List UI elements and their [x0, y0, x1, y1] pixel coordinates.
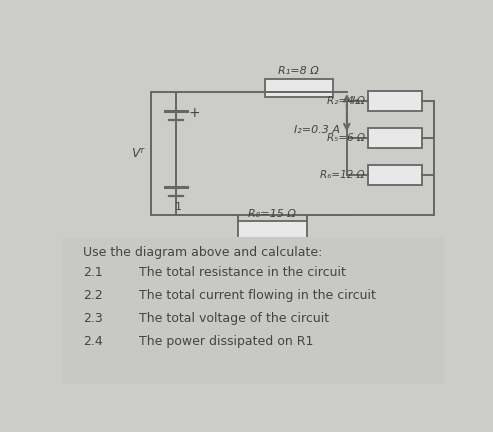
Text: 2.3: 2.3 — [83, 312, 103, 325]
Bar — [368, 128, 422, 148]
Bar — [62, 237, 444, 384]
Text: I₁: I₁ — [352, 96, 359, 106]
Text: The total resistance in the circuit: The total resistance in the circuit — [139, 266, 346, 279]
Text: The total current flowing in the circuit: The total current flowing in the circuit — [139, 289, 376, 302]
Text: 2.2: 2.2 — [83, 289, 103, 302]
Bar — [265, 79, 333, 97]
Text: R₂=4 Ω: R₂=4 Ω — [327, 96, 365, 106]
Text: 1: 1 — [175, 202, 181, 212]
Text: R₁=8 Ω: R₁=8 Ω — [279, 67, 319, 76]
Text: Vᵀ: Vᵀ — [131, 147, 144, 160]
Text: R₆=12 Ω: R₆=12 Ω — [320, 170, 365, 180]
Bar — [368, 165, 422, 185]
Text: R₅=6 Ω: R₅=6 Ω — [327, 133, 365, 143]
Bar — [368, 91, 422, 111]
Text: +: + — [189, 106, 200, 120]
Text: R₈=15 Ω: R₈=15 Ω — [248, 209, 296, 219]
Text: The total voltage of the circuit: The total voltage of the circuit — [139, 312, 329, 325]
Bar — [238, 221, 307, 240]
Text: 2.4: 2.4 — [83, 335, 103, 348]
Text: I₂=0.3 A: I₂=0.3 A — [294, 125, 340, 135]
Text: Use the diagram above and calculate:: Use the diagram above and calculate: — [83, 246, 323, 259]
Text: 2.1: 2.1 — [83, 266, 103, 279]
Text: The power dissipated on R1: The power dissipated on R1 — [139, 335, 314, 348]
